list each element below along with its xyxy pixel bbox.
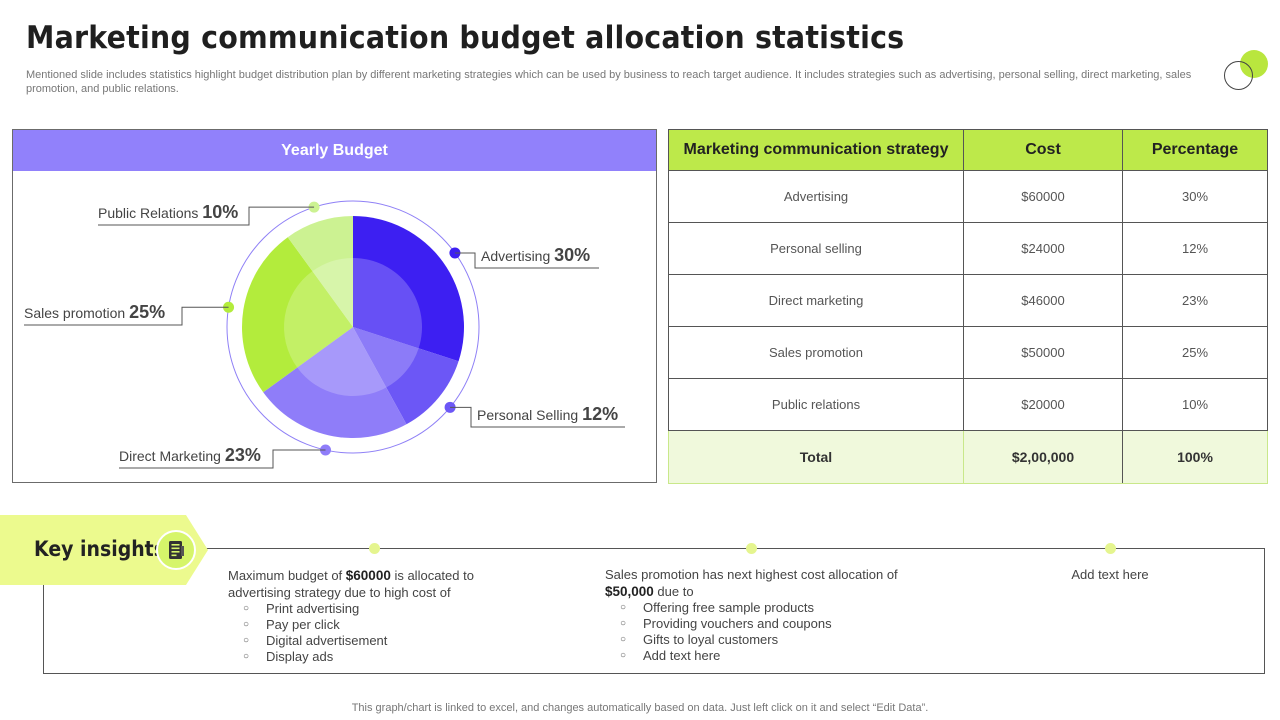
insight-column-2: Sales promotion has next highest cost al… [605,566,905,664]
pie-inner-highlight [353,258,422,349]
cell-cost: $60000 [963,170,1123,223]
cell-cost: $50000 [963,326,1123,379]
callout-leader-line [24,306,229,326]
total-label: Total [668,430,964,484]
pie-outer-ring [226,200,480,454]
callout-leader-line [119,449,326,469]
header-strategy: Marketing communication strategy [668,129,964,171]
callout-leader-line [450,406,625,428]
table-row: Sales promotion $50000 25% [668,326,1268,379]
callout-leader-line [454,252,599,269]
pie-slice-direct-marketing[interactable] [263,327,407,439]
callout-label-personal-selling: Personal Selling 12% [477,404,618,424]
cell-strategy: Sales promotion [668,326,964,379]
list-item: Providing vouchers and coupons [605,616,905,632]
pie-slice-personal-selling[interactable] [353,327,459,425]
cell-strategy: Public relations [668,378,964,431]
insight-column-3: Add text here [1071,567,1149,582]
table-total-row: Total $2,00,000 100% [668,430,1268,484]
decorative-ring [1224,61,1253,90]
total-cost: $2,00,000 [963,430,1123,484]
list-item: Display ads [228,649,508,665]
cell-cost: $46000 [963,274,1123,327]
budget-table[interactable]: Marketing communication strategy Cost Pe… [668,129,1268,484]
header-cost: Cost [963,129,1123,171]
list-item: Pay per click [228,617,508,633]
callout-leader-line [98,206,315,226]
table-row: Public relations $20000 10% [668,378,1268,431]
callout-value-sales-promotion: 25% [129,302,165,322]
insight-2-text: Sales promotion has next highest cost al… [605,567,898,599]
callout-value-advertising: 30% [554,245,590,265]
callout-value-personal-selling: 12% [582,404,618,424]
key-insights-tab [0,515,210,585]
cell-cost: $20000 [963,378,1123,431]
insight-marker-dot [369,543,380,554]
pie-slice-public-relations[interactable] [287,216,353,327]
total-percentage: 100% [1122,430,1268,484]
table-row: Direct marketing $46000 23% [668,274,1268,327]
footnote: This graph/chart is linked to excel, and… [351,702,929,714]
list-item: Digital advertisement [228,633,508,649]
page-subtitle: Mentioned slide includes statistics high… [26,69,1192,95]
cell-cost: $24000 [963,222,1123,275]
cell-strategy: Advertising [668,170,964,223]
key-insights-box [43,548,1265,674]
pie-slice-advertising[interactable] [353,216,464,362]
notepad-icon [156,530,196,570]
list-item: Print advertising [228,601,508,617]
pie-inner-highlight [312,258,353,327]
cell-strategy: Personal selling [668,222,964,275]
insight-2-list: Offering free sample products Providing … [605,600,905,664]
table-row: Personal selling $24000 12% [668,222,1268,275]
pie-chart[interactable]: Advertising 30% Personal Selling 12% Direc… [13,130,658,484]
table-row: Advertising $60000 30% [668,170,1268,223]
table-header-row: Marketing communication strategy Cost Pe… [668,129,1268,171]
cell-percentage: 12% [1122,222,1268,275]
pie-chart-panel[interactable]: Yearly Budget Advertising 30% Personal Se… [12,129,657,483]
pie-inner-highlight [297,327,387,396]
callout-label-sales-promotion: Sales promotion 25% [24,302,165,322]
page-title: Marketing communication budget allocatio… [26,20,905,56]
pie-inner-highlight [284,271,353,368]
callout-label-public-relations: Public Relations 10% [98,202,238,222]
insight-1-text: Maximum budget of $60000 is allocated to… [228,568,474,600]
pie-slice-sales-promotion[interactable] [242,237,353,393]
list-item: Add text here [605,648,905,664]
callout-label-advertising: Advertising 30% [481,245,590,265]
cell-percentage: 10% [1122,378,1268,431]
pie-chart-title: Yearly Budget [13,130,656,171]
insight-marker-dot [1105,543,1116,554]
pie-inner-highlight [353,327,419,388]
insight-1-list: Print advertising Pay per click Digital … [228,601,508,665]
callout-value-public-relations: 10% [202,202,238,222]
key-insights-label: Key insights [34,537,165,561]
cell-percentage: 25% [1122,326,1268,379]
insight-column-1: Maximum budget of $60000 is allocated to… [228,567,508,665]
insight-marker-dot [746,543,757,554]
cell-strategy: Direct marketing [668,274,964,327]
callout-label-direct-marketing: Direct Marketing 23% [119,445,261,465]
callout-value-direct-marketing: 23% [225,445,261,465]
cell-percentage: 30% [1122,170,1268,223]
header-percentage: Percentage [1122,129,1268,171]
list-item: Gifts to loyal customers [605,632,905,648]
cell-percentage: 23% [1122,274,1268,327]
list-item: Offering free sample products [605,600,905,616]
